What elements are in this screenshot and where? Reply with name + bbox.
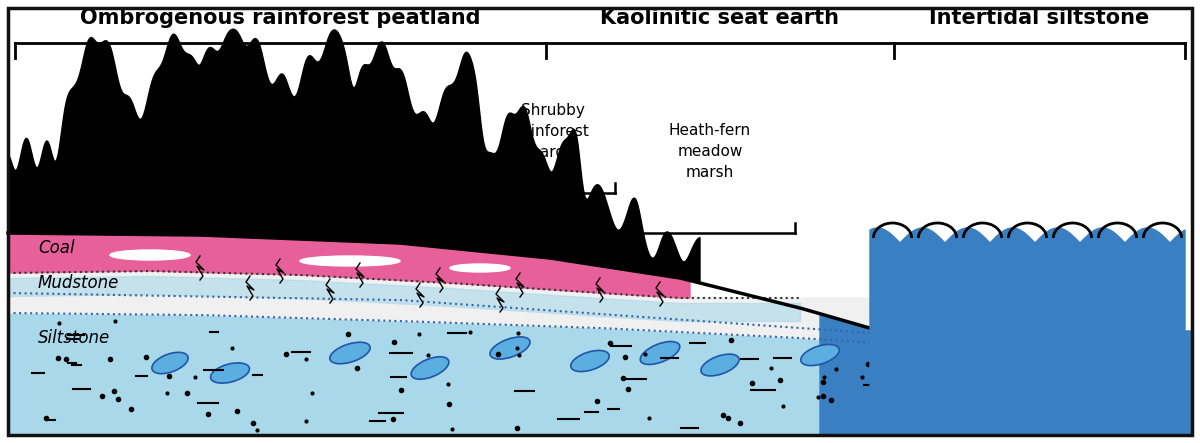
Text: Siltstone: Siltstone — [38, 329, 110, 347]
Polygon shape — [820, 314, 1192, 435]
Ellipse shape — [883, 361, 917, 381]
Text: Coal: Coal — [38, 239, 74, 257]
Ellipse shape — [300, 256, 400, 266]
Ellipse shape — [450, 264, 510, 272]
Ellipse shape — [800, 345, 839, 365]
Text: Kaolinitic seat earth: Kaolinitic seat earth — [600, 8, 840, 28]
Ellipse shape — [110, 250, 190, 260]
Polygon shape — [870, 228, 1186, 435]
Ellipse shape — [962, 353, 998, 373]
Ellipse shape — [701, 354, 739, 376]
Ellipse shape — [330, 342, 370, 364]
Text: Shrubby
rainforest
margin: Shrubby rainforest margin — [516, 103, 590, 160]
Text: Mudstone: Mudstone — [38, 274, 119, 292]
Polygon shape — [8, 271, 880, 343]
Ellipse shape — [490, 337, 530, 359]
Polygon shape — [8, 233, 690, 298]
Text: Intertidal siltstone: Intertidal siltstone — [929, 8, 1150, 28]
Ellipse shape — [641, 342, 679, 365]
Ellipse shape — [152, 352, 188, 373]
Ellipse shape — [1112, 351, 1148, 371]
Polygon shape — [8, 29, 700, 283]
Text: Ombrogenous rainforest peatland: Ombrogenous rainforest peatland — [80, 8, 481, 28]
Ellipse shape — [1043, 358, 1078, 377]
Text: Heath-fern
meadow
marsh: Heath-fern meadow marsh — [668, 123, 751, 180]
Ellipse shape — [412, 357, 449, 379]
Polygon shape — [8, 313, 1192, 435]
Ellipse shape — [210, 363, 250, 383]
Ellipse shape — [571, 350, 610, 372]
